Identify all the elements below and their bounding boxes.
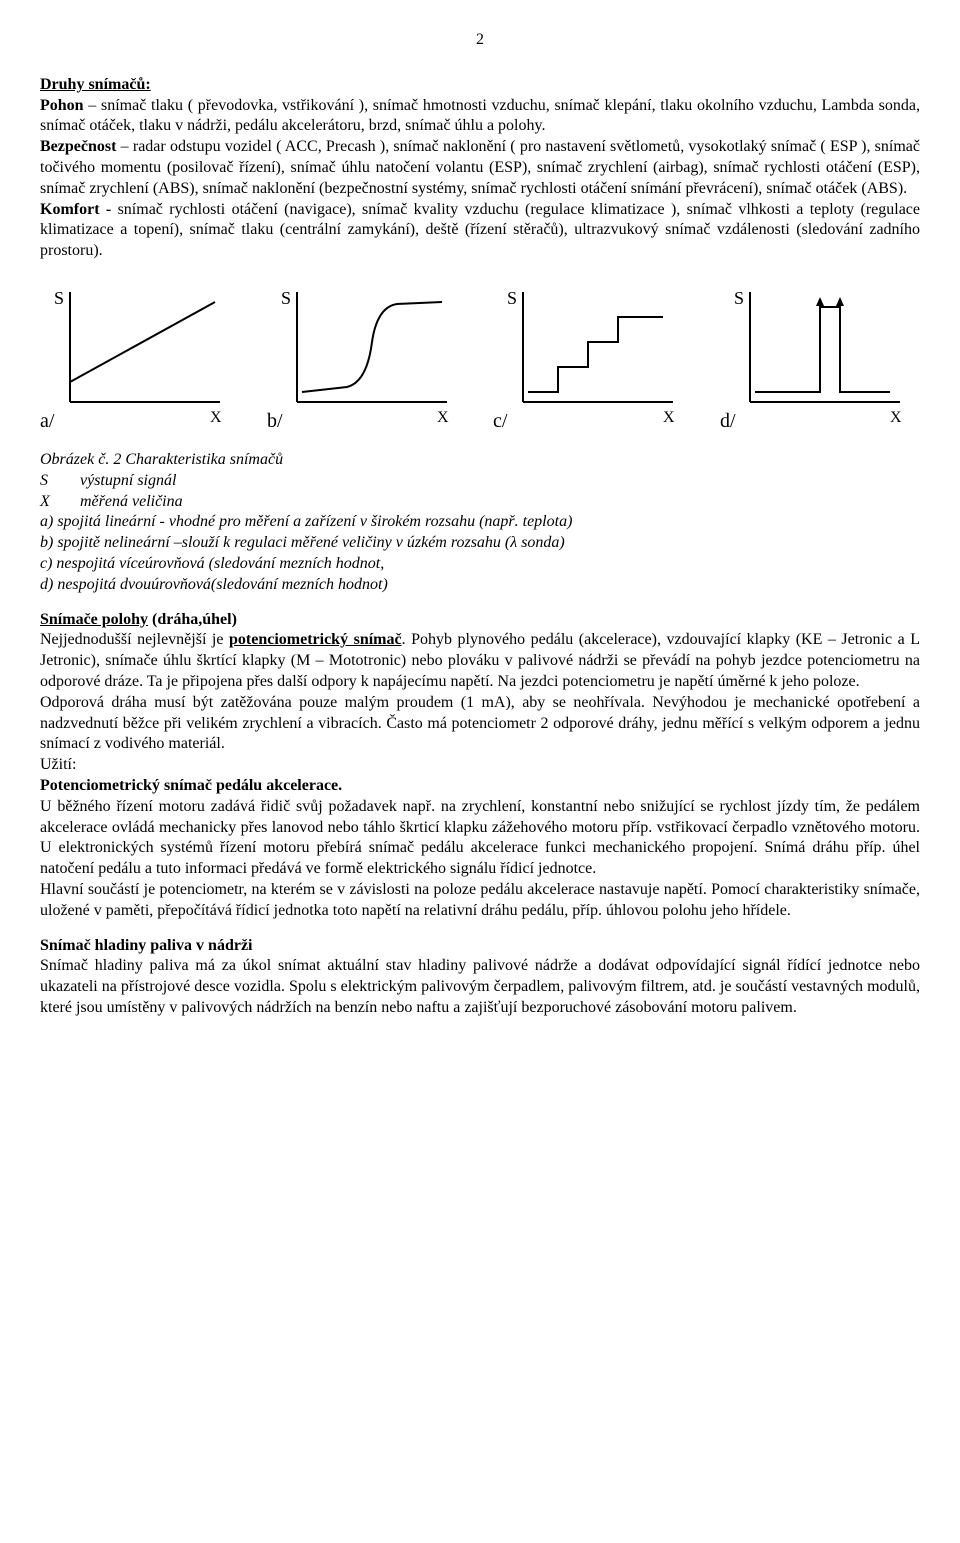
chart-b-s-label: S — [281, 288, 291, 308]
bezpecnost-label: Bezpečnost — [40, 138, 116, 155]
komfort-label: Komfort - — [40, 201, 111, 218]
polohy-p3: U běžného řízení motoru zadává řidič svů… — [40, 797, 920, 880]
polohy-p4: Hlavní součástí je potenciometr, na kter… — [40, 880, 920, 922]
chart-c-sub: c/ — [493, 410, 508, 432]
chart-d-sub: d/ — [720, 410, 736, 432]
chart-d-step — [755, 307, 890, 392]
polohy-heading-rest: (dráha,úhel) — [148, 611, 237, 628]
druhy-heading: Druhy snímačů: — [40, 76, 151, 93]
chart-d-arrowhead2 — [836, 297, 844, 306]
polohy-p1: Nejjednodušší nejlevnější je potenciomet… — [40, 630, 920, 692]
charts-row: S X a/ S X b/ S — [40, 282, 920, 432]
chart-d-s-label: S — [734, 288, 744, 308]
chart-c-s-label: S — [507, 288, 517, 308]
caption-title: Obrázek č. 2 Charakteristika snímačů — [40, 450, 920, 471]
polohy-p2: Odporová dráha musí být zatěžována pouze… — [40, 693, 920, 755]
pohon-label: Pohon — [40, 97, 84, 114]
chart-a-s-label: S — [54, 288, 64, 308]
caption-d: d) nespojitá dvouúrovňová(sledování mezn… — [40, 575, 920, 596]
chart-b-curve — [302, 302, 442, 392]
chart-d-arrowhead1 — [816, 297, 824, 306]
chart-b-sub: b/ — [267, 410, 283, 432]
caption-s-val: výstupní signál — [80, 472, 176, 489]
polohy-heading-u: Snímače polohy — [40, 611, 148, 628]
chart-b: S X b/ — [267, 282, 467, 432]
polohy-sub-heading: Potenciometrický snímač pedálu akcelerac… — [40, 776, 920, 797]
chart-a: S X a/ — [40, 282, 240, 432]
caption-s-key: S — [40, 471, 76, 492]
polohy-p1b: potenciometrický snímač — [229, 631, 402, 648]
chart-a-sub: a/ — [40, 410, 55, 432]
druhy-block: Druhy snímačů: Pohon – snímač tlaku ( př… — [40, 75, 920, 262]
pohon-text: – snímač tlaku ( převodovka, vstřikování… — [40, 97, 920, 135]
hladina-heading: Snímač hladiny paliva v nádrži — [40, 936, 920, 957]
chart-c-steps — [528, 317, 663, 392]
hladina-text: Snímač hladiny paliva má za úkol snímat … — [40, 956, 920, 1018]
chart-b-x-label: X — [437, 409, 449, 426]
bezpecnost-text: – radar odstupu vozidel ( ACC, Precash )… — [40, 138, 920, 197]
chart-d-x-label: X — [890, 409, 902, 426]
polohy-heading: Snímače polohy (dráha,úhel) — [40, 610, 920, 631]
chart-c: S X c/ — [493, 282, 693, 432]
caption-x-val: měřená veličina — [80, 493, 183, 510]
chart-a-line — [70, 302, 215, 382]
polohy-uziti: Užití: — [40, 755, 920, 776]
caption-x-key: X — [40, 492, 76, 513]
caption-b: b) spojitě nelineární –slouží k regulaci… — [40, 533, 920, 554]
polohy-p1a: Nejjednodušší nejlevnější je — [40, 631, 229, 648]
caption-a: a) spojitá lineární - vhodné pro měření … — [40, 512, 920, 533]
caption-c: c) nespojitá víceúrovňová (sledování mez… — [40, 554, 920, 575]
chart-a-x-label: X — [210, 409, 222, 426]
caption-block: Obrázek č. 2 Charakteristika snímačů S v… — [40, 450, 920, 596]
page-number: 2 — [40, 30, 920, 51]
komfort-text: snímač rychlosti otáčení (navigace), sní… — [40, 201, 920, 260]
chart-d: S X d/ — [720, 282, 920, 432]
chart-c-x-label: X — [663, 409, 675, 426]
